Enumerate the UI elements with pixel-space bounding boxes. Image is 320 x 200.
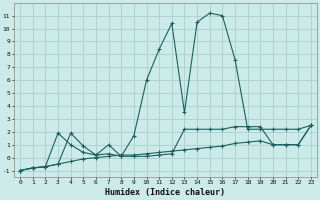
X-axis label: Humidex (Indice chaleur): Humidex (Indice chaleur) bbox=[106, 188, 226, 197]
